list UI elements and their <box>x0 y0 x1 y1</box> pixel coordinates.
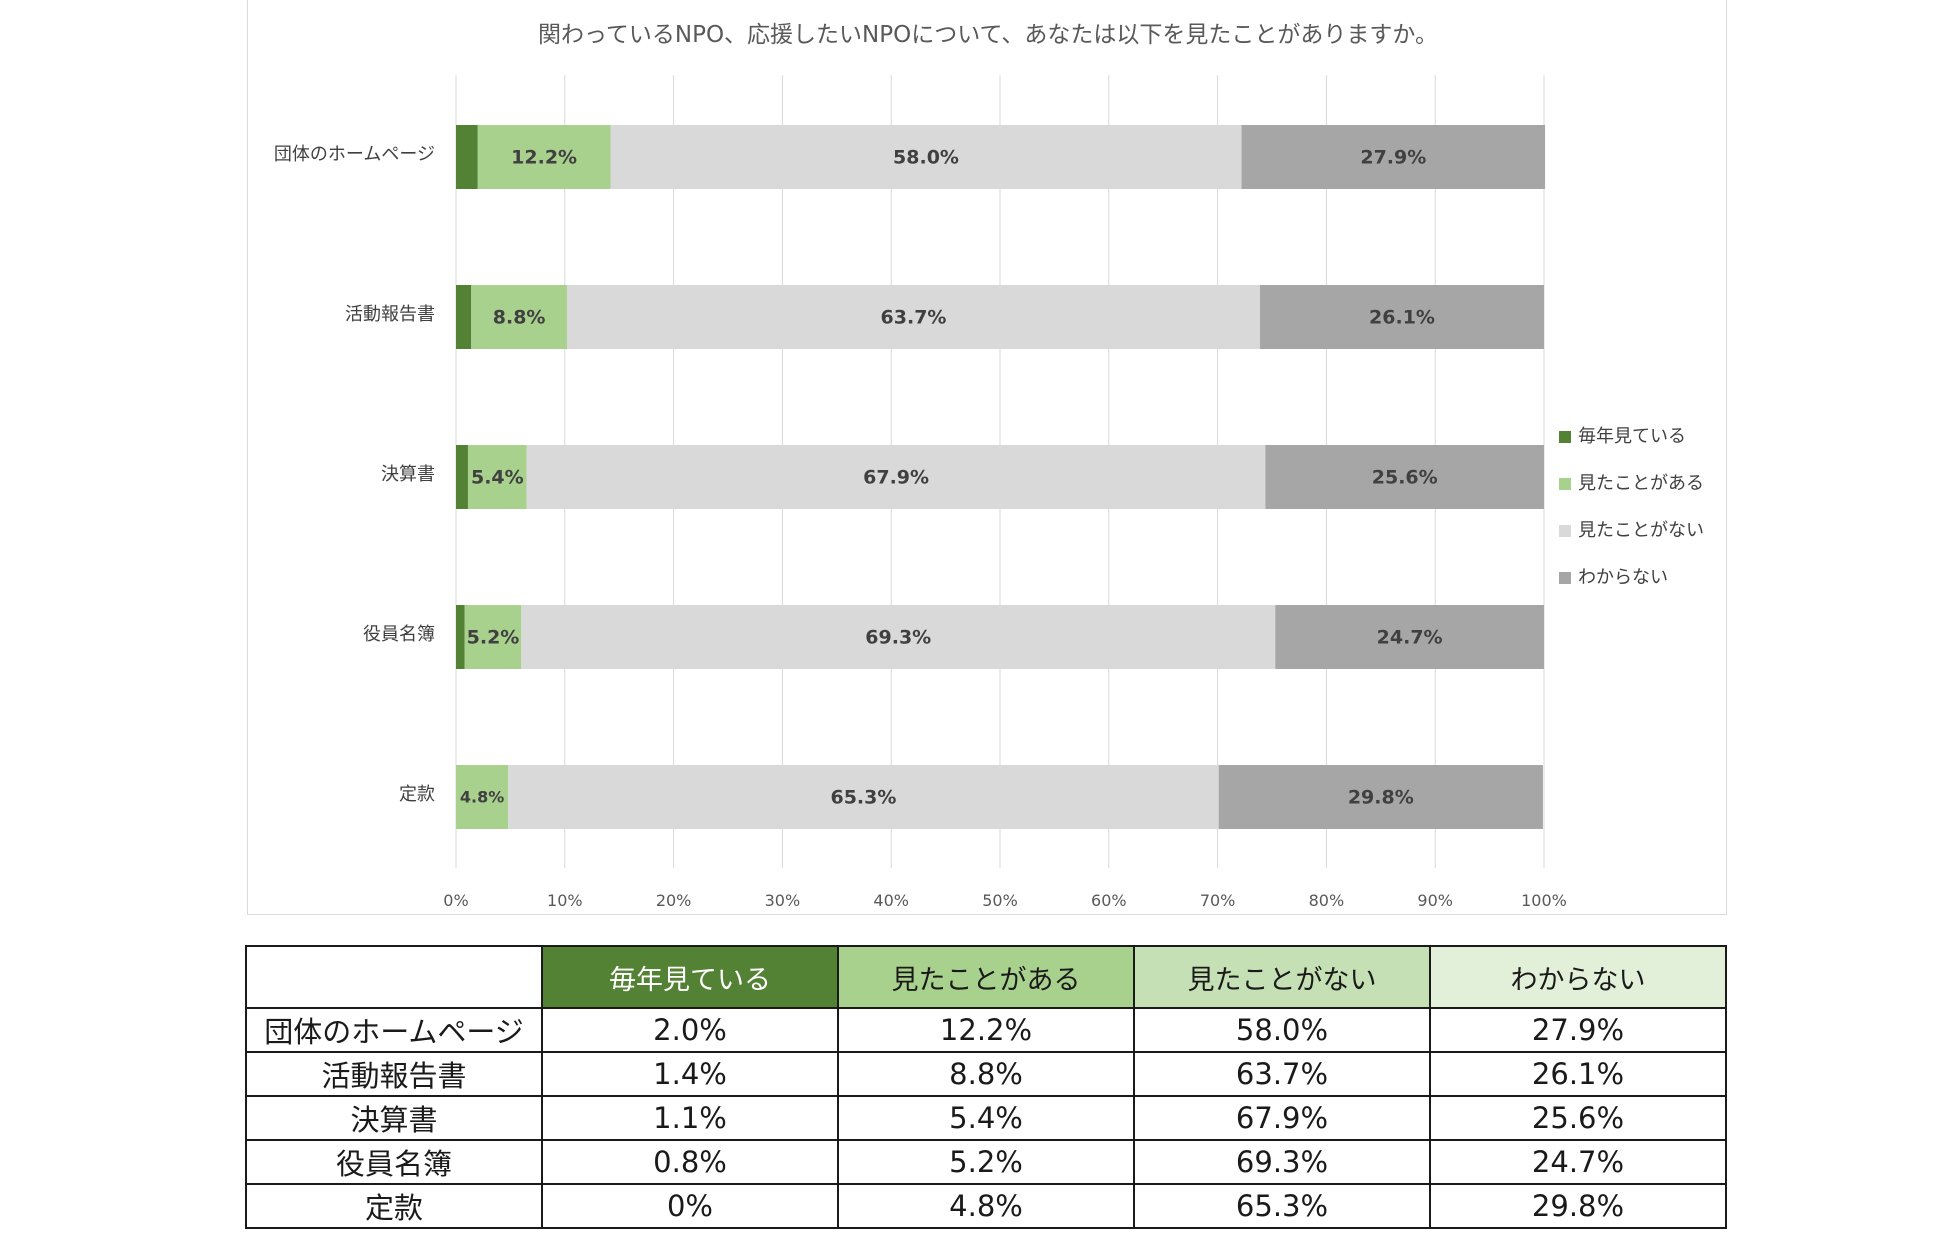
category-label: 定款 <box>399 784 435 805</box>
table-row-label: 団体のホームページ <box>245 1007 543 1053</box>
table-row: 決算書 1.1% 5.4% 67.9% 25.6% <box>245 1095 1727 1141</box>
legend-swatch <box>1559 572 1571 584</box>
legend-swatch <box>1559 478 1571 490</box>
table-cell: 63.7% <box>1133 1051 1431 1097</box>
table-cell: 1.1% <box>541 1095 839 1141</box>
bar-segment <box>521 605 1276 669</box>
bar-segment <box>477 125 611 189</box>
chart-title: 関わっているNPO、応援したいNPOについて、あなたは以下を見たことがありますか… <box>538 22 1438 48</box>
table-cell: 12.2% <box>837 1007 1135 1053</box>
table-header-wakaranai: わからない <box>1429 945 1727 1009</box>
table-cell: 5.2% <box>837 1139 1135 1185</box>
legend-label: 見たことがない <box>1578 520 1704 541</box>
bar-segment <box>467 445 527 509</box>
table-cell: 24.7% <box>1429 1139 1727 1185</box>
bar-segment <box>526 445 1266 509</box>
table-row: 役員名簿 0.8% 5.2% 69.3% 24.7% <box>245 1139 1727 1185</box>
table-cell: 69.3% <box>1133 1139 1431 1185</box>
data-label: 65.3% <box>830 787 896 809</box>
bar-segment <box>1265 445 1544 509</box>
x-tick-label: 20% <box>656 891 692 910</box>
table-cell: 5.4% <box>837 1095 1135 1141</box>
data-label: 63.7% <box>881 307 947 329</box>
bar-segment <box>508 765 1219 829</box>
table-row-label: 役員名簿 <box>245 1139 543 1185</box>
table-header-maitoshi: 毎年見ている <box>541 945 839 1009</box>
x-tick-label: 40% <box>873 891 909 910</box>
x-tick-label: 60% <box>1091 891 1127 910</box>
x-tick-label: 70% <box>1200 891 1236 910</box>
legend-label: わからない <box>1578 567 1668 588</box>
bar-segment <box>456 605 465 669</box>
table-row-label: 決算書 <box>245 1095 543 1141</box>
bar-segment <box>1241 125 1546 189</box>
table-header-row: 毎年見ている 見たことがある 見たことがない わからない <box>245 945 1727 1009</box>
table-row-label: 定款 <box>245 1183 543 1229</box>
data-label: 27.9% <box>1360 147 1426 169</box>
bar-segment <box>610 125 1242 189</box>
table-cell: 4.8% <box>837 1183 1135 1229</box>
stacked-bar-chart: 関わっているNPO、応援したいNPOについて、あなたは以下を見たことがありますか… <box>274 22 1704 910</box>
table-cell: 27.9% <box>1429 1007 1727 1053</box>
bar-segment <box>471 285 567 349</box>
data-label: 5.4% <box>471 467 524 489</box>
table-cell: 26.1% <box>1429 1051 1727 1097</box>
data-label: 5.2% <box>467 627 520 649</box>
x-tick-label: 100% <box>1521 891 1567 910</box>
category-label: 活動報告書 <box>345 304 435 325</box>
x-tick-label: 0% <box>443 891 468 910</box>
data-label: 29.8% <box>1348 787 1414 809</box>
bar-segment <box>1260 285 1544 349</box>
x-tick-label: 10% <box>547 891 583 910</box>
table-cell: 58.0% <box>1133 1007 1431 1053</box>
x-tick-label: 50% <box>982 891 1018 910</box>
data-label: 67.9% <box>863 467 929 489</box>
data-label: 58.0% <box>893 147 959 169</box>
bar-segment <box>1275 605 1544 669</box>
table-row: 団体のホームページ 2.0% 12.2% 58.0% 27.9% <box>245 1007 1727 1053</box>
bar-segment <box>566 285 1261 349</box>
category-label: 団体のホームページ <box>274 144 435 165</box>
data-label: 24.7% <box>1377 627 1443 649</box>
legend-swatch <box>1559 431 1571 443</box>
bar-segment <box>456 765 509 829</box>
legend-label: 毎年見ている <box>1578 426 1686 447</box>
bar-segment <box>456 445 468 509</box>
x-tick-label: 80% <box>1309 891 1345 910</box>
data-label: 4.8% <box>460 788 504 807</box>
data-label: 26.1% <box>1369 307 1435 329</box>
table-cell: 0% <box>541 1183 839 1229</box>
x-tick-label: 30% <box>765 891 801 910</box>
category-label: 役員名簿 <box>363 624 435 645</box>
bar-segment <box>456 285 472 349</box>
category-label: 決算書 <box>381 464 435 485</box>
table-header-mitakoto-aru: 見たことがある <box>837 945 1135 1009</box>
bar-segment <box>1218 765 1543 829</box>
chart-frame: 関わっているNPO、応援したいNPOについて、あなたは以下を見たことがありますか… <box>247 0 1727 915</box>
table-header-corner <box>245 945 543 1009</box>
table-cell: 8.8% <box>837 1051 1135 1097</box>
legend-swatch <box>1559 525 1571 537</box>
bar-segment <box>456 125 478 189</box>
table-cell: 25.6% <box>1429 1095 1727 1141</box>
table-cell: 1.4% <box>541 1051 839 1097</box>
table-header-mitakoto-nai: 見たことがない <box>1133 945 1431 1009</box>
bar-segment <box>464 605 522 669</box>
x-tick-label: 90% <box>1417 891 1453 910</box>
table-cell: 0.8% <box>541 1139 839 1185</box>
data-table: 毎年見ている 見たことがある 見たことがない わからない 団体のホームページ 2… <box>245 945 1727 1229</box>
legend-label: 見たことがある <box>1578 473 1704 494</box>
table-cell: 29.8% <box>1429 1183 1727 1229</box>
table-row-label: 活動報告書 <box>245 1051 543 1097</box>
table-row: 活動報告書 1.4% 8.8% 63.7% 26.1% <box>245 1051 1727 1097</box>
table-cell: 67.9% <box>1133 1095 1431 1141</box>
data-label: 25.6% <box>1372 467 1438 489</box>
table-row: 定款 0% 4.8% 65.3% 29.8% <box>245 1183 1727 1229</box>
table-cell: 65.3% <box>1133 1183 1431 1229</box>
data-label: 69.3% <box>865 627 931 649</box>
data-label: 8.8% <box>493 307 546 329</box>
data-label: 12.2% <box>511 147 577 169</box>
table-cell: 2.0% <box>541 1007 839 1053</box>
